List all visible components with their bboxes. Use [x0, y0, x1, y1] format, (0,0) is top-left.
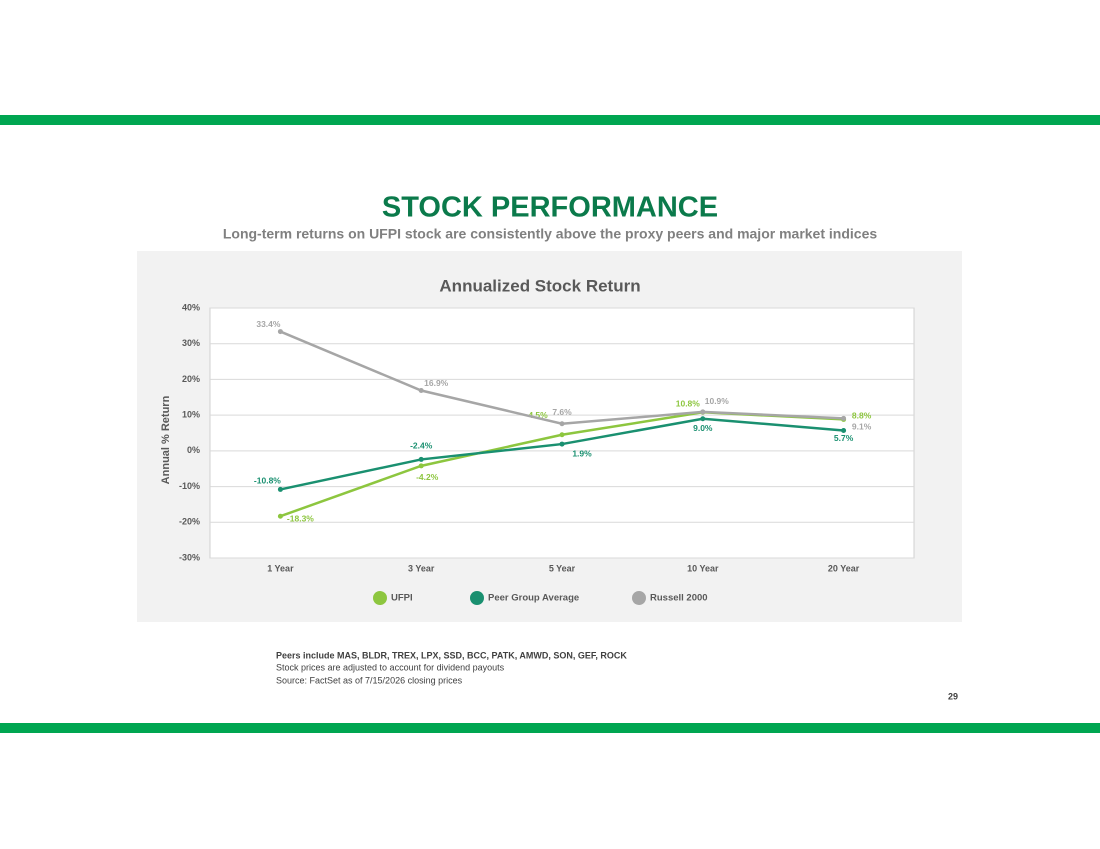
data-point: [559, 421, 565, 427]
data-label: 9.1%: [852, 422, 872, 432]
x-tick-label: 5 Year: [549, 563, 576, 573]
data-label: -10.8%: [254, 476, 281, 486]
data-label: 10.8%: [676, 399, 701, 409]
y-tick-label: 20%: [182, 374, 200, 384]
legend-label: Peer Group Average: [488, 593, 579, 604]
data-label: -4.2%: [416, 472, 439, 482]
data-label: -18.3%: [287, 513, 314, 523]
data-point: [559, 441, 565, 447]
x-tick-label: 20 Year: [828, 563, 860, 573]
data-point: [418, 456, 424, 462]
legend-label: UFPI: [391, 593, 413, 604]
x-tick-label: 10 Year: [687, 563, 719, 573]
chart-title: Annualized Stock Return: [439, 276, 640, 295]
data-label: 4.5%: [528, 410, 548, 420]
data-point: [277, 513, 283, 519]
data-label: 8.8%: [852, 411, 872, 421]
data-point: [841, 428, 847, 433]
data-point: [277, 486, 283, 492]
data-point: [700, 409, 706, 415]
legend-swatch: [632, 591, 646, 605]
data-label: 10.9%: [705, 396, 730, 406]
data-point: [841, 415, 847, 421]
data-label: 1.9%: [572, 448, 592, 458]
legend-swatch: [470, 591, 484, 605]
data-point: [700, 416, 706, 422]
y-tick-label: -10%: [179, 481, 200, 491]
data-label: -2.4%: [410, 441, 433, 451]
footnote: Source: FactSet as of 7/15/2026 closing …: [276, 675, 463, 685]
slide-title: STOCK PERFORMANCE: [382, 192, 718, 224]
data-label: 9.0%: [693, 423, 713, 433]
data-label: 16.9%: [424, 378, 449, 388]
data-point: [277, 329, 283, 335]
data-point: [418, 463, 424, 469]
legend-label: Russell 2000: [650, 593, 708, 604]
page-number: 29: [948, 691, 958, 701]
y-tick-label: -20%: [179, 517, 200, 527]
x-tick-label: 1 Year: [267, 563, 294, 573]
data-label: 5.7%: [834, 433, 854, 443]
y-tick-label: -30%: [179, 552, 200, 562]
x-tick-label: 3 Year: [408, 563, 435, 573]
legend-swatch: [373, 591, 387, 605]
bottom-band: [0, 723, 1100, 733]
y-axis-title: Annual % Return: [160, 395, 172, 484]
data-point: [418, 388, 424, 393]
y-tick-label: 30%: [182, 338, 200, 348]
data-label: 33.4%: [256, 319, 281, 329]
y-tick-label: 10%: [182, 410, 200, 420]
data-point: [559, 432, 565, 438]
footnote: Peers include MAS, BLDR, TREX, LPX, SSD,…: [276, 650, 627, 660]
y-tick-label: 40%: [182, 302, 200, 312]
data-label: 7.6%: [552, 407, 572, 417]
top-band: [0, 115, 1100, 125]
footnote: Stock prices are adjusted to account for…: [276, 662, 505, 672]
y-tick-label: 0%: [187, 445, 200, 455]
slide-subtitle: Long-term returns on UFPI stock are cons…: [223, 226, 878, 242]
